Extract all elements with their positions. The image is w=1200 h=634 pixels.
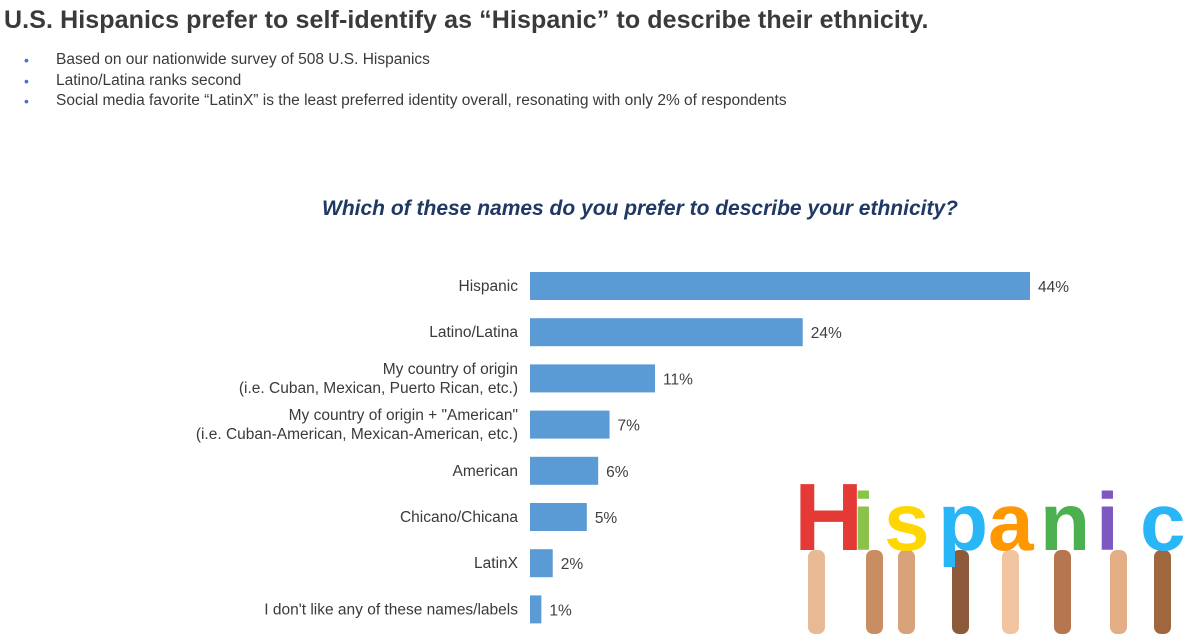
value-label: 1% — [549, 602, 572, 619]
bar-8 — [530, 595, 542, 624]
hand-raised — [866, 550, 883, 634]
bullet-list: • Based on our nationwide survey of 508 U… — [24, 50, 787, 112]
hand-raised — [952, 550, 969, 634]
bar-7 — [530, 549, 553, 578]
bar-4 — [530, 410, 610, 439]
value-label: 7% — [618, 418, 641, 435]
bullet-text: Latino/Latina ranks second — [56, 71, 242, 89]
value-label: 2% — [561, 556, 584, 573]
bullet-item: • Based on our nationwide survey of 508 U… — [24, 50, 787, 71]
category-label: My country of origin — [383, 361, 518, 378]
bullet-text: Based on our nationwide survey of 508 U.… — [56, 51, 430, 68]
hand-raised — [1002, 550, 1019, 634]
hand-raised — [1110, 550, 1127, 634]
bullet-dot-icon: • — [24, 72, 29, 89]
photo-letter: s — [884, 477, 930, 568]
photo-letter: H — [794, 464, 863, 571]
category-label: Latino/Latina — [429, 324, 518, 341]
category-label: I don't like any of these names/labels — [264, 601, 518, 618]
value-label: 24% — [811, 325, 842, 342]
bar-3 — [530, 364, 655, 393]
hand-raised — [1054, 550, 1071, 634]
bullet-dot-icon: • — [24, 93, 29, 109]
category-label: (i.e. Cuban, Mexican, Puerto Rican, etc.… — [239, 380, 518, 397]
bullet-dot-icon: • — [24, 52, 29, 68]
category-label: My country of origin + "American" — [289, 407, 518, 424]
photo-letters-group: Hi s p a n i c — [794, 464, 1186, 634]
bullet-item: • Social media favorite “LatinX” is the l… — [24, 91, 787, 112]
category-label: LatinX — [474, 555, 519, 572]
category-label: Chicano/Chicana — [400, 509, 518, 526]
bar-1 — [530, 272, 1030, 300]
photo-letter: i — [1096, 477, 1119, 568]
chart-title: Which of these names do you prefer to de… — [322, 197, 958, 220]
value-label: 11% — [663, 371, 693, 388]
photo-letter: a — [988, 477, 1035, 568]
hispanic-letters-photo: Hi s p a n i c — [780, 455, 1200, 634]
value-label: 5% — [595, 510, 618, 527]
photo-letter: i — [852, 477, 875, 568]
category-label: (i.e. Cuban-American, Mexican-American, … — [196, 426, 518, 443]
bar-2 — [530, 318, 803, 347]
bullet-item: • Latino/Latina ranks second — [24, 71, 787, 92]
slide-title: U.S. Hispanics prefer to self-identify a… — [4, 6, 929, 34]
photo-letter: c — [1140, 477, 1186, 568]
bullet-text: Social media favorite “LatinX” is the le… — [56, 92, 787, 109]
value-label: 44% — [1038, 279, 1069, 296]
photo-letter: n — [1040, 477, 1090, 568]
value-label: 6% — [606, 464, 629, 481]
bar-6 — [530, 503, 587, 531]
category-label: American — [453, 463, 518, 480]
hand-raised — [898, 550, 915, 634]
hand-raised — [1154, 550, 1171, 634]
hand-raised — [808, 550, 825, 634]
bar-5 — [530, 456, 599, 485]
photo-letter: p — [938, 477, 988, 568]
category-label: Hispanic — [459, 278, 519, 295]
photo-background — [780, 455, 1200, 634]
